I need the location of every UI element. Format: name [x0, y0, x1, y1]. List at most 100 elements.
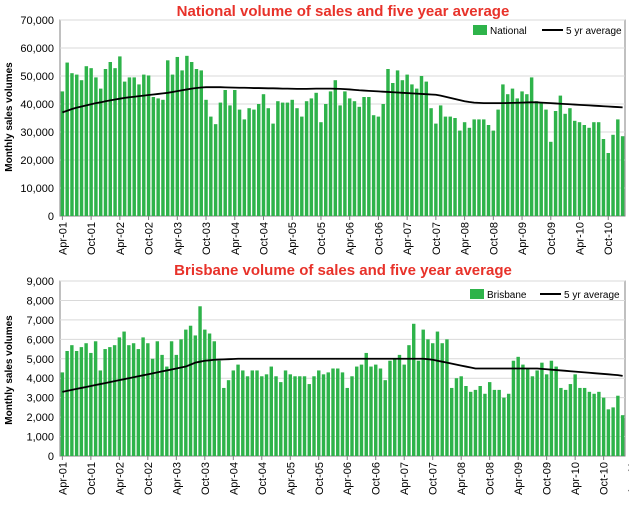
national-bar	[209, 116, 213, 216]
national-bar	[611, 134, 615, 216]
brisbane-x-tick-label: Oct-01	[86, 462, 98, 495]
national-y-tick-label: 0	[48, 211, 54, 223]
brisbane-x-tick-label: Apr-05	[285, 462, 297, 495]
national-bar	[314, 92, 318, 216]
brisbane-bar	[416, 360, 421, 456]
brisbane-bar	[236, 364, 240, 456]
national-bar	[256, 104, 261, 216]
brisbane-bar	[525, 368, 530, 456]
brisbane-y-tick-label: 2,000	[26, 412, 54, 424]
brisbane-bar	[393, 358, 397, 456]
national-bar	[596, 122, 601, 216]
brisbane-bar	[274, 376, 278, 456]
brisbane-bar	[573, 374, 577, 456]
brisbane-average-line-group	[62, 357, 623, 393]
brisbane-x-tick-label: Oct-06	[371, 462, 383, 495]
national-chart-title: National volume of sales and five year a…	[177, 3, 510, 20]
brisbane-y-tick-label: 4,000	[26, 373, 54, 385]
national-bar	[84, 66, 89, 216]
brisbane-bar	[454, 378, 459, 456]
brisbane-bar	[302, 376, 307, 456]
national-legend-line-label: 5 yr average	[566, 26, 622, 37]
brisbane-bar	[340, 372, 345, 456]
national-chart: National volume of sales and five year a…	[4, 3, 626, 255]
brisbane-bar	[511, 360, 516, 456]
national-x-tick-label: Apr-10	[575, 222, 587, 255]
national-bar	[75, 74, 79, 216]
brisbane-bar	[478, 386, 482, 456]
brisbane-bar	[530, 376, 535, 456]
brisbane-bar	[440, 343, 444, 456]
brisbane-bar	[279, 382, 283, 456]
national-legend-bar-swatch	[473, 25, 487, 35]
brisbane-bar	[540, 362, 544, 456]
national-bar	[175, 56, 180, 217]
brisbane-x-tick-label: Apr-03	[171, 462, 183, 495]
national-bar	[132, 77, 136, 217]
brisbane-bar	[516, 356, 520, 456]
brisbane-bar	[506, 393, 511, 456]
brisbane-bar	[331, 368, 335, 456]
brisbane-bar	[535, 370, 539, 456]
brisbane-y-tick-label: 5,000	[26, 354, 54, 366]
national-bar	[544, 109, 548, 216]
brisbane-y-tick-label: 9,000	[26, 276, 54, 288]
brisbane-x-tick-label: Apr-09	[513, 462, 525, 495]
national-bar	[199, 70, 203, 217]
national-bar	[453, 118, 457, 216]
national-x-tick-label: Apr-03	[172, 222, 184, 255]
national-bar	[103, 69, 108, 216]
brisbane-bar	[616, 395, 620, 456]
brisbane-bar	[127, 345, 131, 456]
national-bar	[295, 108, 299, 216]
national-bar	[328, 91, 333, 216]
brisbane-x-tick-label: Apr-04	[228, 462, 240, 495]
national-bar	[98, 88, 103, 216]
brisbane-bar	[364, 352, 368, 456]
brisbane-bar	[188, 325, 193, 456]
national-bar	[252, 109, 256, 216]
national-bar	[553, 111, 558, 216]
brisbane-bar	[108, 347, 112, 456]
brisbane-bar	[293, 376, 297, 456]
brisbane-bar	[255, 370, 259, 456]
brisbane-x-tick-label: Oct-07	[428, 462, 440, 495]
national-bar	[180, 70, 184, 217]
national-bar	[505, 94, 510, 216]
national-y-tick-label: 30,000	[20, 127, 54, 139]
national-bar	[587, 127, 591, 216]
brisbane-bar	[212, 341, 217, 456]
brisbane-bar	[620, 415, 625, 456]
national-bar	[204, 99, 208, 216]
brisbane-bar	[412, 323, 416, 456]
brisbane-bar	[383, 380, 387, 456]
brisbane-x-tick-label: Oct-03	[200, 462, 212, 495]
national-bar	[419, 76, 424, 216]
brisbane-bar	[203, 329, 207, 456]
national-x-tick-label: Oct-10	[603, 222, 615, 255]
brisbane-bar	[165, 366, 169, 456]
national-bar	[491, 130, 496, 216]
national-x-ticks: Apr-01 Oct-01 Apr-02 Oct-02 Apr-03 Oct-03 Apr-…	[57, 216, 615, 255]
brisbane-bar	[464, 386, 468, 456]
brisbane-bar	[146, 343, 150, 456]
national-bar	[137, 84, 141, 217]
national-bar	[477, 119, 481, 216]
national-bar	[122, 81, 127, 216]
national-x-tick-label: Oct-09	[546, 222, 558, 255]
brisbane-bar	[312, 376, 316, 456]
brisbane-bar	[502, 397, 506, 456]
brisbane-bar	[174, 354, 179, 456]
brisbane-bar	[468, 391, 473, 456]
brisbane-y-axis-label: Monthly sales volumes	[4, 315, 15, 425]
national-bar	[333, 80, 338, 216]
brisbane-bar	[592, 393, 596, 456]
national-bar	[549, 141, 553, 216]
national-bar	[276, 101, 280, 216]
national-bar	[233, 90, 237, 216]
brisbane-bar	[260, 376, 264, 456]
national-bar	[300, 116, 304, 216]
brisbane-y-tick-label: 0	[48, 451, 54, 463]
brisbane-bar	[193, 335, 198, 456]
national-bar	[70, 73, 74, 216]
